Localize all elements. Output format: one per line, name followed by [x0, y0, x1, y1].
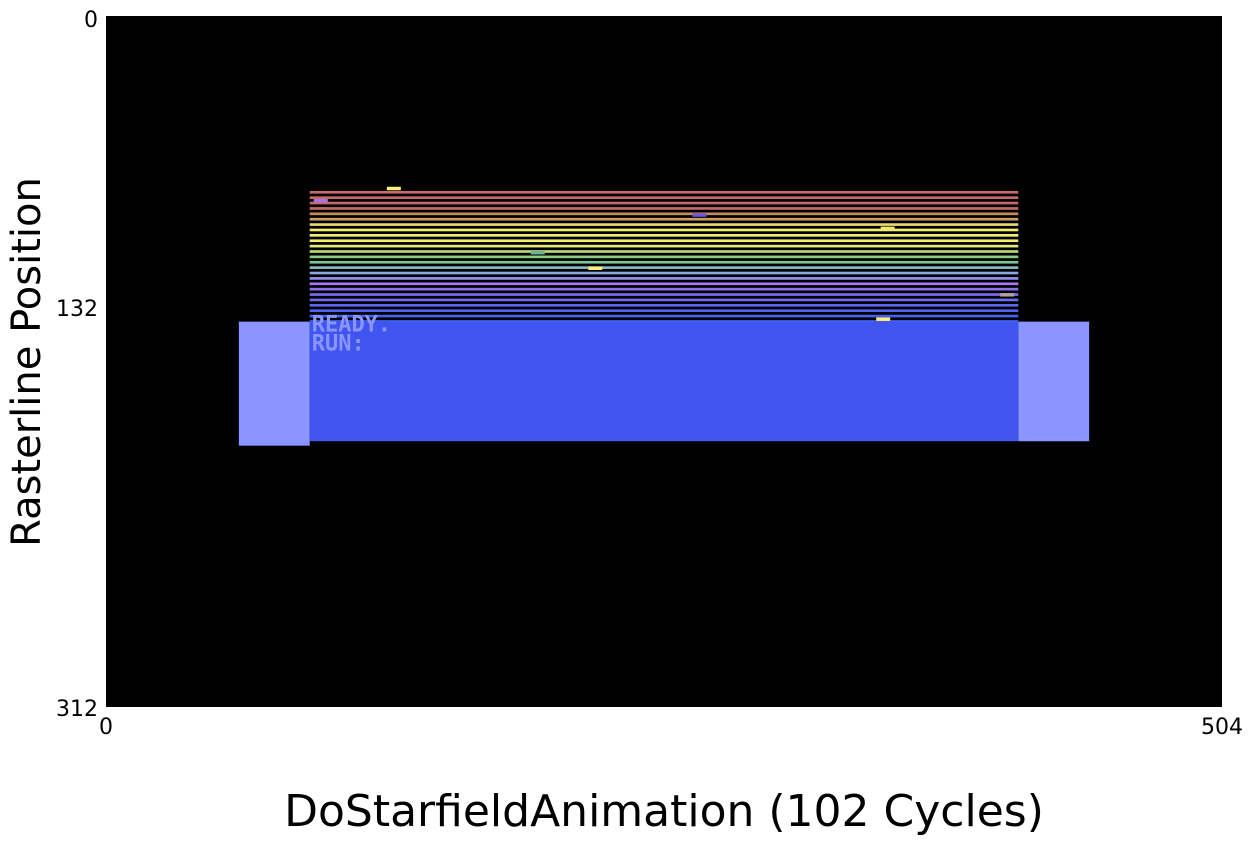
- star-mark: [530, 250, 545, 255]
- raster-band: [309, 244, 1019, 248]
- raster-band: [309, 271, 1019, 275]
- screen-region: [309, 321, 1019, 442]
- raster-band: [309, 228, 1019, 232]
- screen-text-line: READY.: [312, 313, 391, 338]
- x-tick-label: 504: [1201, 715, 1243, 740]
- raster-band: [309, 207, 1019, 210]
- y-tick-label: 132: [56, 297, 98, 322]
- raster-band: [309, 266, 1019, 269]
- raster-band: [309, 282, 1019, 286]
- screen-text-line: RUN:: [312, 332, 365, 357]
- star-mark: [588, 266, 603, 270]
- raster-band: [309, 303, 1019, 307]
- stars: [313, 186, 1015, 321]
- raster-band: [309, 309, 1019, 313]
- y-tick-label: 0: [84, 8, 98, 33]
- raster-band: [309, 314, 1019, 318]
- x-tick-label: 0: [99, 715, 113, 740]
- border-left-region: [238, 321, 310, 446]
- raster-band: [309, 239, 1019, 243]
- raster-band: [309, 217, 1019, 221]
- raster-bands: [309, 190, 1019, 329]
- raster-band: [309, 223, 1019, 226]
- star-mark: [692, 213, 707, 217]
- raster-band: [309, 234, 1019, 237]
- raster-band: [309, 255, 1019, 259]
- raster-band: [309, 260, 1019, 264]
- screen-regions: [238, 321, 1090, 446]
- raster-band: [309, 298, 1019, 302]
- raster-band: [309, 287, 1019, 291]
- border-right-region: [1018, 321, 1090, 442]
- raster-band: [309, 212, 1019, 216]
- raster-band: [309, 277, 1019, 280]
- y-axis-label: Rasterline Position: [4, 177, 50, 547]
- raster-band: [309, 250, 1019, 253]
- raster-band: [309, 201, 1019, 205]
- raster-band: [309, 293, 1019, 296]
- star-mark: [1000, 293, 1015, 297]
- star-mark: [876, 317, 891, 321]
- star-mark: [313, 198, 328, 203]
- star-mark: [386, 186, 401, 191]
- raster-band: [309, 320, 1019, 323]
- x-axis-label: DoStarfieldAnimation (102 Cycles): [284, 786, 1044, 837]
- star-mark: [880, 226, 895, 231]
- screen-text: READY.RUN:: [312, 313, 391, 357]
- raster-band: [309, 196, 1019, 200]
- raster-band: [309, 190, 1019, 194]
- y-tick-label: 312: [56, 697, 98, 722]
